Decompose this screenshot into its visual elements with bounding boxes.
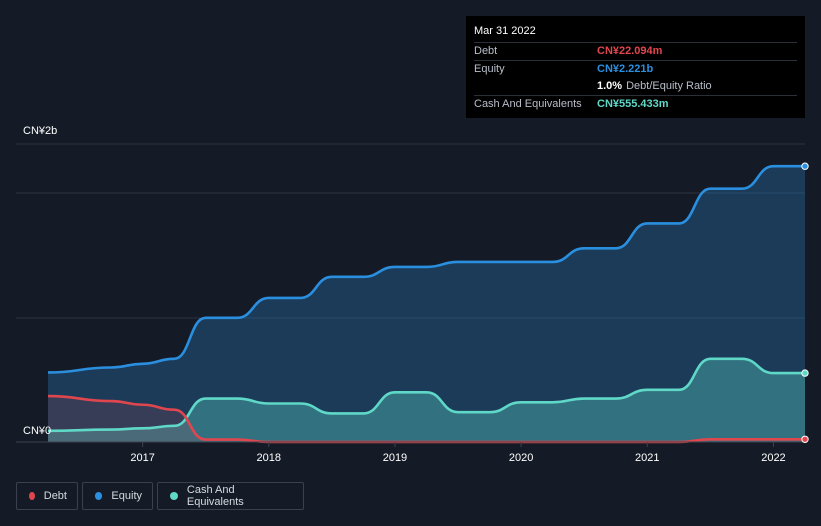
end-point-cash-and-equivalents	[801, 369, 809, 377]
x-tick-label: 2021	[635, 452, 659, 464]
legend-equity[interactable]: Equity	[82, 482, 153, 510]
legend-equity-label: Equity	[111, 490, 142, 502]
area-equity	[48, 166, 805, 442]
legend-debt-label: Debt	[43, 490, 67, 502]
tooltip-ratio-value: 1.0%	[597, 80, 623, 92]
legend-debt[interactable]: Debt	[16, 482, 78, 510]
tooltip-ratio-label: Debt/Equity Ratio	[626, 80, 712, 92]
line-cash-and-equivalents	[47, 357, 805, 433]
tooltip-debt-label: Debt	[474, 45, 498, 57]
tooltip-equity-label: Equity	[474, 63, 505, 75]
tooltip-date: Mar 31 2022	[474, 25, 536, 37]
line-equity	[47, 164, 805, 374]
x-tick-label: 2017	[130, 452, 154, 464]
x-axis: 2017 2018 2019 2020 2021 2022	[16, 441, 805, 464]
x-tick-label: 2019	[383, 452, 407, 464]
tooltip-row-cash: Cash And Equivalents CN¥555.433m	[474, 95, 797, 113]
tooltip-equity-value: CN¥2.221b	[597, 63, 654, 75]
end-point-debt	[801, 435, 809, 443]
y-axis-label-top: CN¥2b	[23, 125, 58, 137]
series-areas	[48, 166, 805, 442]
tooltip-cash-label: Cash And Equivalents	[474, 98, 582, 110]
tooltip-debt-value: CN¥22.094m	[597, 45, 663, 57]
tooltip-panel: Mar 31 2022 Debt CN¥22.094m Equity CN¥2.…	[466, 16, 805, 118]
tooltip-row-equity: Equity CN¥2.221b	[474, 60, 797, 78]
legend-cash-dot-icon	[170, 492, 178, 500]
legend-cash-label: Cash And Equivalents	[186, 484, 244, 508]
x-tick-label: 2022	[761, 452, 785, 464]
legend-debt-dot-icon	[29, 492, 35, 500]
tooltip-cash-value: CN¥555.433m	[597, 98, 669, 110]
area-debt	[48, 396, 805, 442]
grid	[16, 143, 805, 319]
y-axis-label-zero: CN¥0	[23, 425, 52, 437]
end-markers	[801, 162, 809, 443]
tooltip-row-debt: Debt CN¥22.094m	[474, 42, 797, 60]
legend-equity-dot-icon	[95, 492, 103, 500]
tooltip-row-ratio: 1.0% Debt/Equity Ratio	[474, 78, 797, 95]
x-tick-label: 2018	[257, 452, 281, 464]
legend-cash[interactable]: Cash And Equivalents	[157, 482, 304, 510]
area-cash-and-equivalents	[48, 358, 805, 442]
end-point-equity	[801, 162, 809, 170]
x-tick-label: 2020	[509, 452, 533, 464]
